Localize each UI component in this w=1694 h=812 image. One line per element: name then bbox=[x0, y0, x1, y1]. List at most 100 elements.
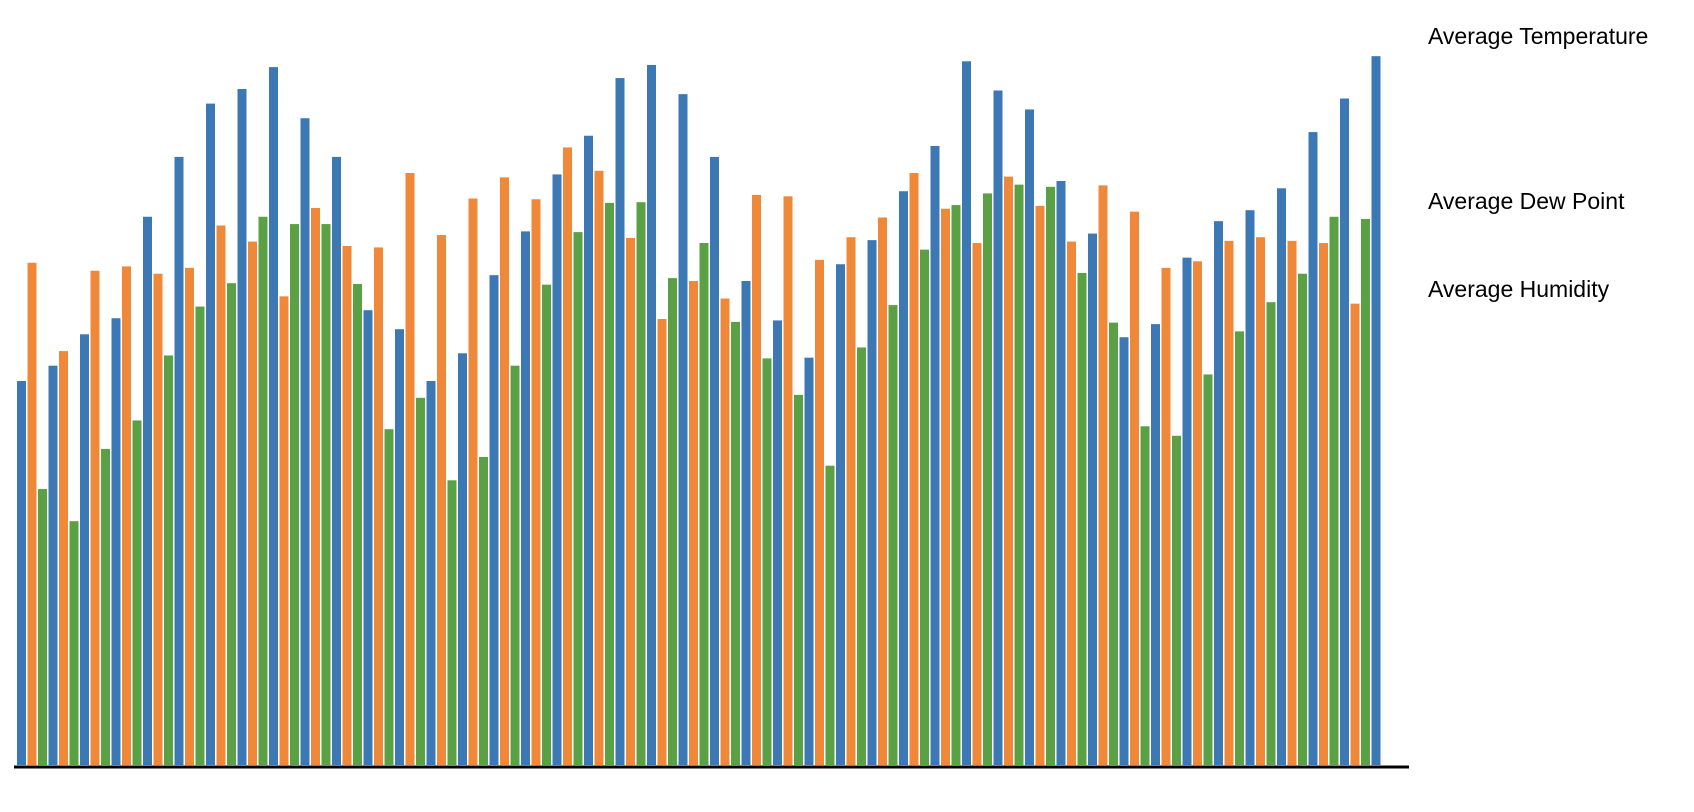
bar-average-humidity-13 bbox=[416, 397, 425, 765]
bar-average-temperature-36 bbox=[1119, 337, 1129, 765]
bar-average-dew-point-24 bbox=[752, 194, 761, 765]
bar-average-temperature-22 bbox=[678, 94, 688, 765]
bar-average-dew-point-13 bbox=[405, 172, 415, 766]
bar-average-humidity-28 bbox=[888, 305, 898, 765]
bar-average-temperature-11 bbox=[332, 156, 341, 765]
bar-average-temperature-41 bbox=[1277, 188, 1286, 766]
legend-label-average-temperature: Average Temperature bbox=[1428, 23, 1648, 49]
bar-average-humidity-10 bbox=[321, 224, 331, 765]
bar-average-temperature-27 bbox=[836, 264, 845, 765]
legend-label-average-dew-point: Average Dew Point bbox=[1428, 188, 1625, 214]
bar-average-humidity-5 bbox=[164, 355, 173, 765]
bar-average-humidity-4 bbox=[132, 420, 142, 765]
bar-average-humidity-11 bbox=[353, 283, 362, 765]
bar-average-temperature-26 bbox=[804, 357, 814, 765]
legend-label-average-humidity: Average Humidity bbox=[1428, 276, 1610, 302]
bar-average-dew-point-3 bbox=[90, 270, 100, 765]
bar-average-temperature-2 bbox=[48, 365, 58, 765]
bar-average-temperature-37 bbox=[1151, 324, 1160, 765]
bar-average-dew-point-34 bbox=[1067, 241, 1076, 766]
bar-average-temperature-17 bbox=[521, 231, 530, 765]
bar-average-humidity-12 bbox=[384, 429, 394, 765]
bar-average-temperature-13 bbox=[395, 329, 404, 765]
bar-average-humidity-26 bbox=[825, 465, 835, 765]
bar-average-temperature-1 bbox=[17, 381, 26, 765]
bar-average-dew-point-18 bbox=[563, 147, 572, 766]
bar-average-temperature-35 bbox=[1088, 233, 1097, 765]
bar-average-humidity-19 bbox=[605, 202, 614, 765]
bar-average-dew-point-12 bbox=[374, 247, 383, 765]
bar-average-dew-point-14 bbox=[437, 235, 446, 765]
bar-average-dew-point-30 bbox=[941, 208, 950, 766]
bar-average-temperature-4 bbox=[111, 318, 121, 765]
bar-average-humidity-40 bbox=[1266, 302, 1276, 765]
bar-average-dew-point-26 bbox=[815, 259, 824, 765]
bar-average-dew-point-20 bbox=[626, 237, 635, 765]
bar-average-humidity-32 bbox=[1014, 184, 1024, 765]
bar-average-dew-point-8 bbox=[248, 241, 257, 766]
bar-average-humidity-25 bbox=[794, 394, 803, 765]
legend: Average Temperature Average Dew Point Aver… bbox=[1428, 23, 1648, 302]
bar-average-dew-point-27 bbox=[846, 237, 856, 765]
bar-average-temperature-38 bbox=[1182, 257, 1192, 765]
bar-average-humidity-24 bbox=[762, 358, 772, 765]
bar-average-temperature-43 bbox=[1340, 98, 1349, 765]
bar-average-temperature-8 bbox=[237, 89, 247, 765]
bar-average-humidity-23 bbox=[731, 321, 740, 765]
bar-average-dew-point-39 bbox=[1224, 240, 1234, 766]
bar-average-humidity-16 bbox=[510, 365, 520, 765]
bar-average-humidity-29 bbox=[920, 249, 929, 765]
bar-average-dew-point-40 bbox=[1256, 237, 1265, 765]
bar-average-humidity-31 bbox=[983, 193, 992, 765]
bar-average-temperature-10 bbox=[300, 118, 310, 766]
bar-average-dew-point-22 bbox=[689, 281, 698, 765]
bar-average-dew-point-25 bbox=[783, 196, 793, 765]
bar-average-temperature-16 bbox=[489, 275, 499, 765]
bar-average-temperature-24 bbox=[741, 281, 751, 765]
bar-average-temperature-32 bbox=[993, 90, 1003, 766]
bar-average-temperature-40 bbox=[1245, 210, 1255, 765]
bar-average-dew-point-19 bbox=[594, 170, 604, 765]
bar-average-temperature-20 bbox=[615, 78, 625, 765]
bar-average-humidity-6 bbox=[195, 306, 205, 765]
bar-average-humidity-1 bbox=[38, 489, 47, 765]
bar-average-dew-point-35 bbox=[1098, 185, 1108, 765]
bar-average-humidity-36 bbox=[1140, 426, 1150, 765]
bar-average-humidity-41 bbox=[1298, 273, 1307, 765]
bar-average-humidity-37 bbox=[1172, 435, 1181, 765]
bar-average-temperature-14 bbox=[426, 381, 436, 765]
bar-average-dew-point-36 bbox=[1130, 211, 1139, 765]
bar-average-dew-point-16 bbox=[500, 177, 509, 766]
bar-average-dew-point-1 bbox=[27, 262, 37, 765]
bar-average-temperature-42 bbox=[1308, 132, 1318, 766]
bar-average-dew-point-10 bbox=[311, 208, 320, 765]
bars-group bbox=[17, 56, 1381, 766]
bar-average-dew-point-42 bbox=[1319, 243, 1328, 766]
bar-average-humidity-9 bbox=[290, 224, 299, 765]
bar-average-dew-point-11 bbox=[342, 245, 352, 766]
bar-average-humidity-18 bbox=[573, 232, 583, 766]
bar-average-temperature-25 bbox=[773, 320, 782, 765]
bar-average-humidity-39 bbox=[1235, 331, 1244, 765]
bar-average-temperature-21 bbox=[647, 64, 656, 766]
bar-average-temperature-18 bbox=[552, 174, 562, 765]
bar-average-humidity-21 bbox=[668, 278, 677, 765]
bar-average-dew-point-28 bbox=[878, 217, 887, 765]
bar-average-humidity-15 bbox=[479, 456, 488, 765]
bar-average-temperature-12 bbox=[363, 310, 373, 765]
bar-average-dew-point-29 bbox=[909, 172, 919, 766]
bar-average-temperature-7 bbox=[206, 103, 215, 766]
bar-average-dew-point-7 bbox=[216, 225, 226, 765]
bar-average-temperature-34 bbox=[1056, 181, 1066, 765]
bar-average-temperature-30 bbox=[930, 145, 940, 765]
bar-average-dew-point-32 bbox=[1004, 176, 1013, 765]
bar-average-temperature-19 bbox=[584, 135, 593, 766]
bar-average-temperature-5 bbox=[143, 216, 152, 765]
bar-average-dew-point-33 bbox=[1035, 205, 1045, 765]
bar-average-humidity-42 bbox=[1329, 216, 1339, 765]
bar-average-temperature-6 bbox=[174, 156, 184, 765]
bar-average-dew-point-4 bbox=[122, 266, 131, 765]
bar-average-humidity-20 bbox=[636, 202, 646, 766]
bar-average-dew-point-43 bbox=[1350, 303, 1360, 765]
